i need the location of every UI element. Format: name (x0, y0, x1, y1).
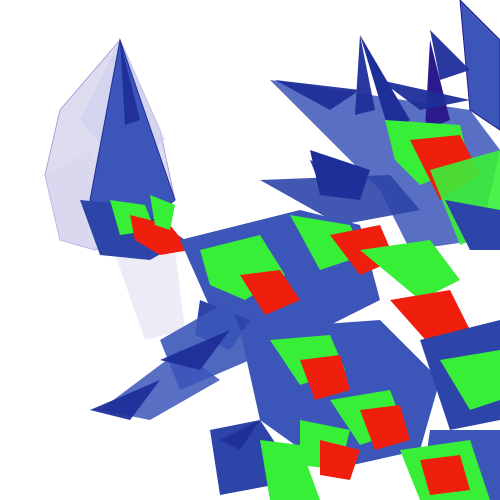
crystal-cluster-top-right (260, 0, 500, 250)
crystal-cluster-left (80, 38, 190, 260)
crystal-cluster-bottom (210, 320, 500, 500)
crystal-spikes (90, 30, 470, 450)
